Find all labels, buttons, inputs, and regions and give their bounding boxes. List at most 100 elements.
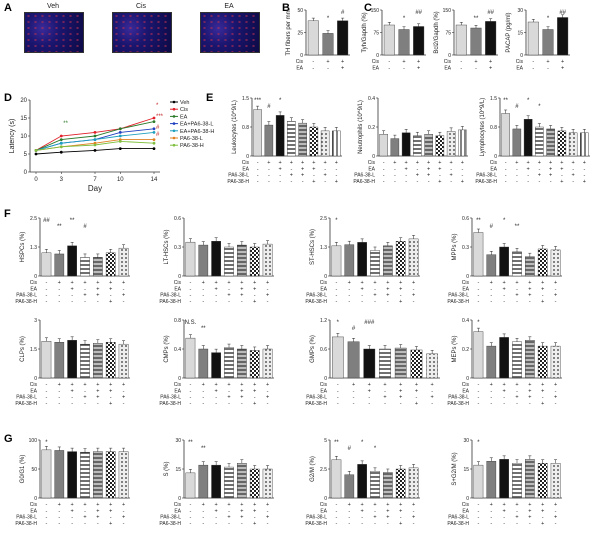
condition-sign: + — [528, 515, 531, 521]
condition-row-label: PA6-38-L — [306, 293, 327, 299]
condition-sign: - — [383, 160, 385, 166]
y-tick-label: 0.2 — [368, 125, 375, 131]
condition-sign: + — [399, 286, 402, 292]
bar — [379, 348, 391, 379]
condition-sign: + — [335, 179, 338, 185]
bar — [105, 342, 116, 379]
condition-sign: + — [399, 382, 402, 388]
condition-sign: + — [361, 280, 364, 286]
condition-sign: + — [266, 382, 269, 388]
micrograph-ea — [200, 12, 260, 53]
condition-sign: - — [71, 395, 73, 401]
bar — [54, 253, 65, 277]
condition-sign: - — [394, 179, 396, 185]
condition-sign: + — [393, 160, 396, 166]
condition-row-label: EA — [462, 388, 469, 394]
condition-sign: - — [71, 521, 73, 527]
condition-sign: + — [503, 286, 506, 292]
condition-sign: - — [190, 293, 192, 299]
condition-sign: - — [555, 286, 557, 292]
legend-marker — [172, 115, 176, 118]
condition-sign: - — [336, 521, 338, 527]
significance-label: * — [547, 16, 550, 22]
bar — [527, 21, 539, 56]
bar — [347, 341, 360, 379]
condition-sign: + — [399, 508, 402, 514]
condition-sign: + — [399, 521, 402, 527]
condition-sign: + — [71, 286, 74, 292]
condition-row-label: Cis — [174, 502, 182, 508]
condition-sign: + — [386, 286, 389, 292]
condition-sign: - — [257, 179, 259, 185]
condition-row-label: PA6-38-L — [306, 515, 327, 521]
condition-sign: + — [348, 280, 351, 286]
condition-sign: - — [190, 395, 192, 401]
y-tick-label: 0 — [34, 496, 37, 502]
condition-sign: + — [490, 280, 493, 286]
condition-row-label: PA6-38-H — [475, 179, 497, 185]
y-tick-label: 0 — [178, 496, 181, 502]
condition-sign: - — [46, 515, 48, 521]
condition-sign: + — [279, 160, 282, 166]
condition-sign: - — [353, 401, 355, 407]
series-point — [93, 138, 97, 142]
significance-label: ** — [476, 218, 481, 224]
y-tick-label: 0.8 — [174, 318, 181, 324]
condition-sign: - — [403, 65, 405, 71]
y-tick-label: 0 — [324, 496, 327, 502]
condition-sign: + — [554, 293, 557, 299]
bar — [249, 468, 260, 499]
y-tick-label: 2.5 — [320, 216, 327, 222]
condition-row-label: PA6-38-L — [448, 395, 469, 401]
condition-sign: - — [254, 395, 256, 401]
condition-sign: - — [336, 515, 338, 521]
condition-sign: - — [241, 299, 243, 305]
significance-label: # — [156, 132, 160, 138]
bar — [41, 341, 52, 379]
condition-row-label: PA6-38-H — [447, 299, 469, 305]
condition-sign: + — [572, 173, 575, 179]
bar — [287, 120, 296, 157]
bar — [485, 21, 497, 56]
bar — [307, 20, 319, 56]
condition-sign: + — [122, 280, 125, 286]
y-axis-label: Lymphocytes (10^9/L) — [480, 98, 486, 157]
condition-sign: - — [413, 299, 415, 305]
significance-label: # — [83, 224, 87, 230]
bar — [54, 342, 65, 379]
condition-sign: + — [438, 166, 441, 172]
bar — [486, 254, 497, 277]
bar — [499, 459, 509, 499]
y-tick-label: 2.5 — [30, 216, 37, 222]
condition-sign: - — [478, 508, 480, 514]
condition-sign: + — [549, 166, 552, 172]
y-axis-label: Tyh/Gapdh (%) — [362, 12, 368, 52]
x-axis-label: Day — [88, 184, 102, 193]
condition-sign: - — [267, 388, 269, 394]
condition-sign: + — [83, 395, 86, 401]
condition-sign: + — [109, 521, 112, 527]
y-tick-label: 100 — [29, 438, 38, 444]
condition-sign: - — [555, 401, 557, 407]
condition-row-label: Cis — [462, 280, 470, 286]
condition-sign: - — [516, 521, 518, 527]
condition-sign: - — [337, 388, 339, 394]
condition-sign: + — [415, 382, 418, 388]
condition-row-label: PA6-38-L — [306, 395, 327, 401]
y-axis-label: Latency (s) — [9, 119, 16, 154]
condition-sign: + — [253, 502, 256, 508]
significance-label: ## — [415, 10, 422, 16]
legend-marker — [172, 143, 176, 147]
condition-sign: - — [478, 401, 480, 407]
y-axis-label: CLPs (%) — [20, 336, 26, 362]
y-tick-label: 0.4 — [462, 318, 469, 324]
condition-sign: - — [478, 395, 480, 401]
condition-sign: + — [324, 173, 327, 179]
condition-sign: - — [267, 521, 269, 527]
condition-sign: - — [58, 293, 60, 299]
condition-row-label: EA — [444, 65, 451, 71]
y-tick-label: 5 — [324, 438, 327, 444]
